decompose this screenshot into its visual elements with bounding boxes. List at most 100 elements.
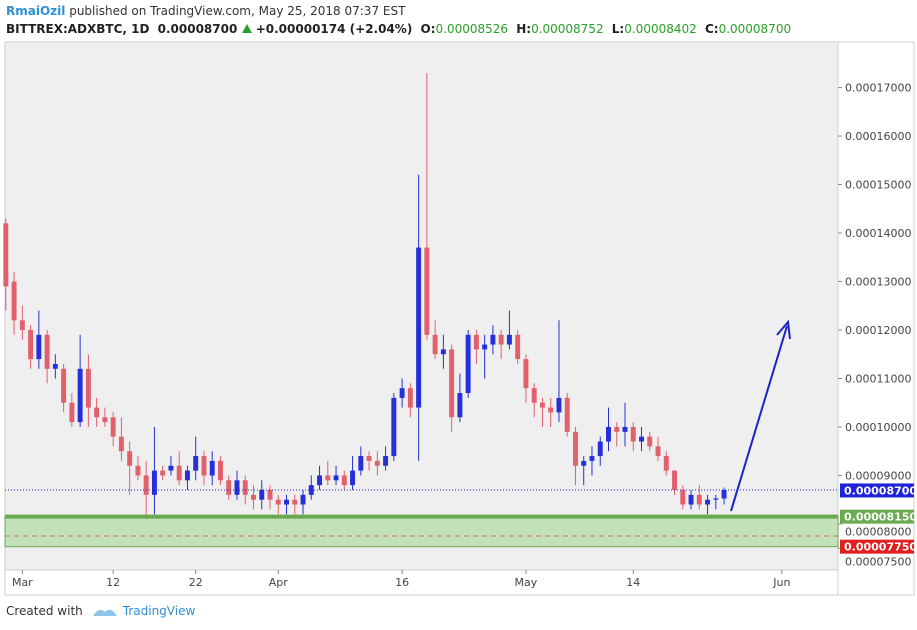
candle-body (556, 397, 562, 413)
candle-body (721, 490, 727, 499)
y-tick-label: 0.00015000 (845, 179, 911, 192)
candle-body (572, 431, 578, 466)
candle-body (432, 334, 438, 355)
candle-body (531, 388, 537, 403)
y-tick-label: 0.00014000 (845, 227, 911, 240)
change: +0.00000174 (+2.04%) (255, 22, 413, 36)
x-tick-label: 22 (189, 576, 203, 589)
support-zone (4, 516, 839, 548)
author[interactable]: RmaiOzil (6, 4, 66, 18)
candle-body (482, 344, 488, 350)
candle-body (69, 402, 75, 423)
candle-body (118, 436, 124, 452)
candle-body (655, 446, 661, 457)
candle-body (473, 334, 479, 350)
candle-body (94, 407, 100, 418)
candle-body (127, 451, 133, 466)
candle-body (639, 436, 644, 442)
candle-body (184, 470, 190, 481)
candle-body (341, 475, 347, 486)
candle-body (622, 426, 628, 432)
candle-body (399, 388, 405, 398)
candle-body (226, 480, 232, 495)
candle-body (135, 465, 141, 476)
candle-body (663, 456, 669, 471)
candle-body (217, 460, 223, 481)
candle-body (333, 475, 339, 481)
candle-body (416, 247, 422, 408)
high-label: H: (516, 22, 532, 36)
brand-logo (92, 609, 117, 616)
y-tick-label: 0.00008000 (845, 526, 911, 539)
candle-body (3, 223, 9, 287)
candle-body (688, 494, 694, 505)
published: published on TradingView.com, May 25, 20… (69, 4, 406, 18)
candle-body (234, 480, 240, 495)
brand[interactable]: TradingView (122, 604, 196, 618)
x-tick-label: Mar (12, 576, 33, 589)
candle-body (630, 426, 636, 442)
candle-body (259, 490, 265, 500)
candle-body (713, 498, 719, 500)
candle-body (457, 393, 463, 418)
candle-body (383, 456, 389, 466)
candle-body (366, 456, 372, 461)
candle-body (539, 402, 545, 408)
candle-body (85, 368, 91, 408)
candle-body (606, 426, 611, 442)
open-value: 0.00008526 (435, 22, 509, 36)
candle-body (498, 334, 504, 345)
candle-body (449, 349, 455, 418)
candle-body (374, 460, 380, 466)
y-tick-label: 0.00007500 (845, 556, 911, 569)
candle-body (209, 460, 215, 476)
candle-body (251, 494, 256, 500)
candle-body (581, 460, 587, 466)
candle-body (523, 359, 529, 389)
candle-body (325, 475, 331, 481)
candle-body (168, 465, 174, 471)
last-price: 0.00008700 (157, 22, 238, 36)
symbol: BITTREX:ADXBTC, 1D (6, 22, 150, 36)
up-triangle (241, 24, 252, 33)
y-tick-label: 0.00017000 (845, 82, 911, 95)
candle-body (696, 494, 702, 505)
price-label-box (840, 539, 914, 554)
arrow (730, 319, 791, 512)
candle-body (52, 363, 58, 369)
created-with: Created with (6, 604, 83, 618)
price-label: 0.00008700 (844, 484, 917, 497)
candle-body (267, 490, 273, 500)
candle-body (680, 490, 686, 505)
price-label-box (840, 483, 914, 498)
candle-body (424, 247, 430, 335)
y-tick-label: 0.00013000 (845, 276, 911, 289)
candle-body (151, 470, 157, 495)
candle-body (36, 334, 42, 360)
candle-body (506, 334, 512, 345)
candle-body (292, 499, 298, 505)
y-tick-label: 0.00016000 (845, 130, 911, 143)
candle-body (647, 436, 653, 447)
footer: Created with TradingView (6, 604, 195, 618)
candle-body (358, 456, 364, 471)
candle-body (176, 465, 182, 481)
candle-body (143, 475, 149, 495)
candle-body (284, 499, 289, 505)
candle-body (597, 441, 603, 457)
y-tick-label: 0.00012000 (845, 324, 911, 337)
x-tick-label: May (515, 576, 538, 589)
candle-body (317, 475, 323, 486)
y-tick-label: 0.00009000 (845, 469, 911, 482)
candle-body (110, 417, 116, 437)
candle-body (160, 470, 166, 476)
candle-body (61, 368, 67, 403)
y-tick-label: 0.00011000 (845, 372, 911, 385)
price-label: 0.00008150 (844, 511, 917, 524)
candle-body (564, 397, 570, 432)
candle-body (44, 334, 50, 369)
candle-body (391, 397, 397, 457)
open-label: O: (420, 22, 436, 36)
x-tick-label: 12 (106, 576, 120, 589)
